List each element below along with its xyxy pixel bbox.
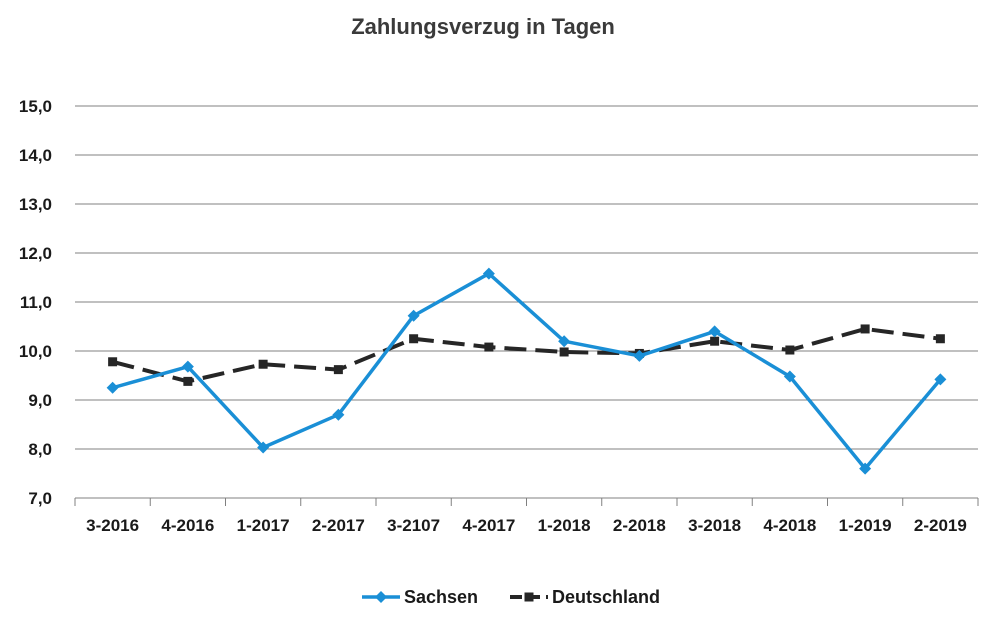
y-tick-label: 10,0 <box>19 342 52 361</box>
y-tick-label: 15,0 <box>19 97 52 116</box>
series-line <box>112 271 942 471</box>
legend-label: Deutschland <box>552 587 660 607</box>
data-point <box>183 376 193 386</box>
data-point <box>708 325 721 338</box>
data-point <box>783 370 796 383</box>
data-point <box>106 381 119 394</box>
data-point <box>108 357 118 367</box>
y-tick-label: 9,0 <box>28 391 52 410</box>
x-tick-label: 2-2019 <box>914 516 967 535</box>
data-point <box>710 336 720 346</box>
y-tick-label: 14,0 <box>19 146 52 165</box>
data-point <box>482 267 495 280</box>
data-point <box>934 373 947 386</box>
data-point <box>785 345 795 355</box>
x-tick-label: 3-2018 <box>688 516 741 535</box>
data-point <box>181 360 194 373</box>
legend-item-sachsen: Sachsen <box>362 587 478 607</box>
data-point <box>258 359 268 369</box>
data-point <box>484 342 494 352</box>
y-tick-label: 12,0 <box>19 244 52 263</box>
legend-marker <box>375 591 387 603</box>
x-tick-label: 3-2016 <box>86 516 139 535</box>
series-sachsen <box>106 267 947 475</box>
y-tick-label: 13,0 <box>19 195 52 214</box>
x-tick-label: 2-2017 <box>312 516 365 535</box>
y-tick-label: 11,0 <box>20 293 52 312</box>
legend-marker <box>524 592 534 602</box>
series-line <box>112 326 941 384</box>
x-tick-label: 1-2019 <box>839 516 892 535</box>
series-deutschland <box>108 324 945 386</box>
legend-item-deutschland: Deutschland <box>510 587 660 607</box>
y-tick-label: 7,0 <box>28 489 52 508</box>
data-point <box>333 365 343 375</box>
data-point <box>859 462 872 475</box>
x-tick-label: 1-2017 <box>237 516 290 535</box>
data-point <box>558 335 571 348</box>
legend-label: Sachsen <box>404 587 478 607</box>
x-tick-label: 4-2016 <box>161 516 214 535</box>
x-tick-label: 1-2018 <box>538 516 591 535</box>
data-point <box>407 309 420 322</box>
data-point <box>935 334 945 344</box>
data-point <box>860 324 870 334</box>
data-point <box>409 334 419 344</box>
x-tick-label: 4-2017 <box>462 516 515 535</box>
data-point <box>332 408 345 421</box>
y-tick-label: 8,0 <box>28 440 52 459</box>
x-tick-label: 3-2107 <box>387 516 440 535</box>
x-tick-label: 2-2018 <box>613 516 666 535</box>
data-point <box>559 347 569 357</box>
x-tick-label: 4-2018 <box>763 516 816 535</box>
data-point <box>633 349 646 362</box>
chart-title: Zahlungsverzug in Tagen <box>351 14 615 39</box>
data-point <box>257 441 270 454</box>
